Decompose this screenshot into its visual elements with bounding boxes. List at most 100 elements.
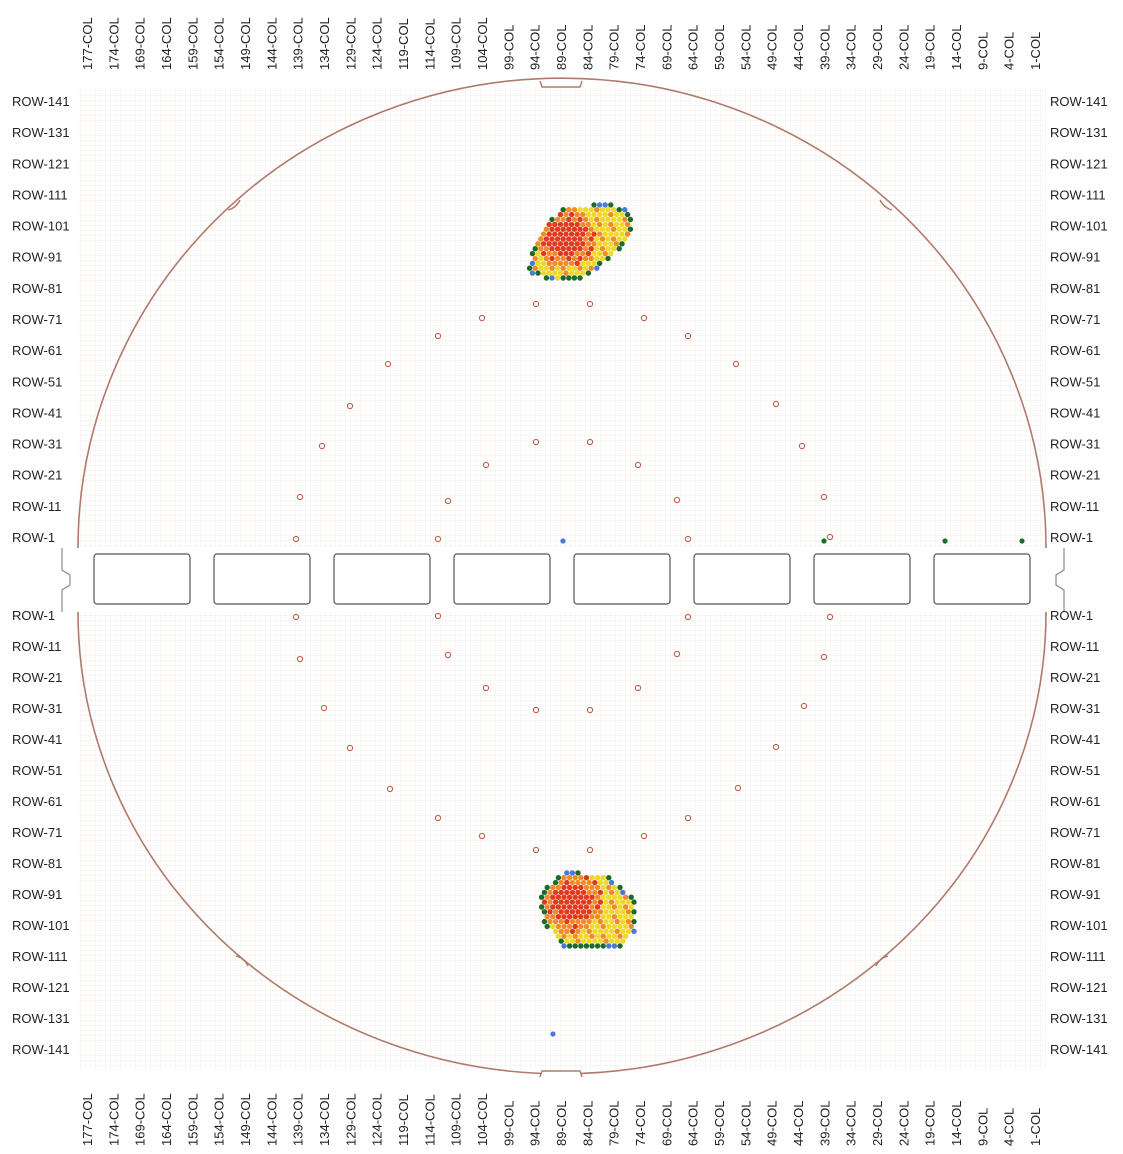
defect-dot — [589, 227, 594, 232]
defect-dot — [547, 222, 552, 227]
defect-dot — [567, 875, 572, 880]
defect-dot — [555, 217, 560, 222]
defect-dot — [619, 212, 624, 217]
defect-dot — [542, 899, 547, 904]
row-label-left: ROW-31 — [12, 701, 62, 716]
defect-dot — [617, 885, 622, 890]
column-label-bottom: 104-COL — [475, 1093, 490, 1146]
defect-dot — [594, 236, 599, 241]
defect-dot — [575, 251, 580, 256]
defect-dot — [614, 212, 619, 217]
defect-dot — [544, 266, 549, 271]
defect-dot — [559, 890, 564, 895]
row-label-left: ROW-71 — [12, 825, 62, 840]
defect-dot — [567, 895, 572, 900]
defect-dot — [617, 217, 622, 222]
defect-dot — [549, 246, 554, 251]
row-label-left: ROW-71 — [12, 312, 62, 327]
row-label-left: ROW-61 — [12, 794, 62, 809]
defect-dot — [575, 890, 580, 895]
defect-dot — [569, 231, 574, 236]
defect-dot — [561, 885, 566, 890]
defect-dot — [594, 207, 599, 212]
defect-dot — [569, 270, 574, 275]
defect-dot — [541, 251, 546, 256]
defect-dot — [578, 904, 583, 909]
defect-dot — [597, 231, 602, 236]
defect-dot — [556, 885, 561, 890]
defect-dot — [575, 222, 580, 227]
defect-dot — [594, 246, 599, 251]
defect-dot — [598, 890, 603, 895]
defect-dot — [603, 880, 608, 885]
defect-dot — [609, 880, 614, 885]
left-lower-row-labels: ROW-1ROW-11ROW-21ROW-31ROW-41ROW-51ROW-6… — [12, 608, 70, 1057]
defect-dot — [575, 212, 580, 217]
column-label-top: 69-COL — [659, 24, 674, 70]
column-label-top: 129-COL — [343, 17, 358, 70]
row-label-left: ROW-131 — [12, 125, 70, 140]
defect-dot — [595, 875, 600, 880]
separator-cell — [94, 554, 190, 604]
defect-dot — [617, 227, 622, 232]
defect-dot — [575, 870, 580, 875]
defect-dot — [547, 270, 552, 275]
defect-dot — [608, 251, 613, 256]
column-label-bottom: 134-COL — [317, 1093, 332, 1146]
defect-dot — [535, 251, 540, 256]
defect-dot — [623, 914, 628, 919]
defect-dot — [558, 212, 563, 217]
defect-dot — [564, 880, 569, 885]
defect-dot — [567, 924, 572, 929]
defect-dot — [592, 929, 597, 934]
defect-dot — [561, 924, 566, 929]
defect-dot — [555, 246, 560, 251]
column-label-top: 177-COL — [80, 17, 95, 70]
defect-dot — [598, 899, 603, 904]
column-label-bottom: 164-COL — [159, 1093, 174, 1146]
defect-dot — [626, 919, 631, 924]
column-label-bottom: 49-COL — [765, 1100, 780, 1146]
defect-dot — [538, 256, 543, 261]
defect-dot — [591, 251, 596, 256]
defect-dot — [603, 251, 608, 256]
defect-dot — [609, 919, 614, 924]
column-label-bottom: 14-COL — [949, 1100, 964, 1146]
column-label-top: 119-COL — [396, 18, 411, 70]
defect-dot — [589, 924, 594, 929]
defect-dot — [617, 934, 622, 939]
defect-dot — [597, 202, 602, 207]
defect-dot — [577, 246, 582, 251]
defect-dot — [549, 217, 554, 222]
column-label-top: 109-COL — [449, 17, 464, 70]
defect-dot — [564, 890, 569, 895]
defect-dot — [575, 880, 580, 885]
defect-dot — [595, 904, 600, 909]
defect-dot — [591, 241, 596, 246]
defect-dot — [595, 943, 600, 948]
bottom-column-labels: 177-COL 174-COL 169-COL 164-COL 159-COL 154-C… — [80, 1093, 1043, 1146]
defect-dot — [597, 222, 602, 227]
separator-right-bracket — [1056, 548, 1064, 612]
top-column-labels: 177-COL 174-COL 169-COL 164-COL 159-COL 154-C… — [80, 17, 1043, 70]
defect-dot — [622, 236, 627, 241]
column-label-top: 174-COL — [106, 17, 121, 70]
defect-dot — [608, 231, 613, 236]
defect-dot — [567, 914, 572, 919]
defect-dot — [584, 924, 589, 929]
defect-dot — [558, 222, 563, 227]
defect-dot — [600, 217, 605, 222]
defect-dot — [586, 251, 591, 256]
defect-dot — [606, 904, 611, 909]
column-label-top: 19-COL — [923, 24, 938, 70]
defect-dot — [625, 212, 630, 217]
defect-dot — [561, 275, 566, 280]
defect-dot — [563, 212, 568, 217]
defect-dot — [628, 217, 633, 222]
defect-dot — [555, 275, 560, 280]
defect-dot — [617, 246, 622, 251]
defect-dot — [620, 909, 625, 914]
separator-cell — [574, 554, 670, 604]
defect-dot — [623, 904, 628, 909]
defect-dot — [561, 266, 566, 271]
